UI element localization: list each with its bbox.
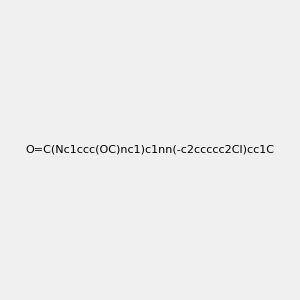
- Text: O=C(Nc1ccc(OC)nc1)c1nn(-c2ccccc2Cl)cc1C: O=C(Nc1ccc(OC)nc1)c1nn(-c2ccccc2Cl)cc1C: [26, 145, 275, 155]
